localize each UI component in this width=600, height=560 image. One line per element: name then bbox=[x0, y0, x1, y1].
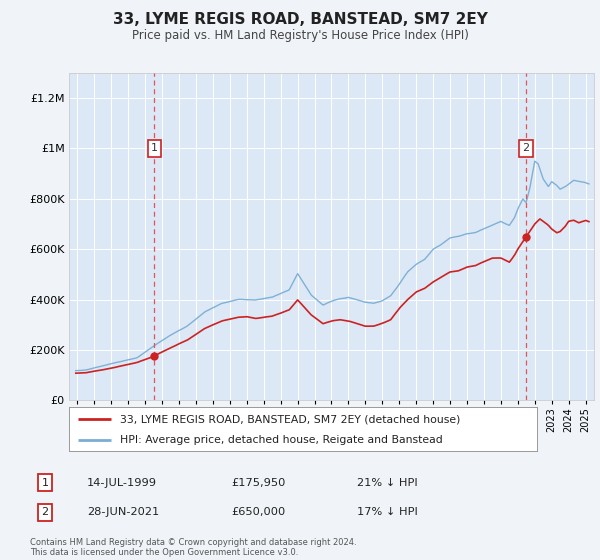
Text: Price paid vs. HM Land Registry's House Price Index (HPI): Price paid vs. HM Land Registry's House … bbox=[131, 29, 469, 42]
Text: 2: 2 bbox=[41, 507, 49, 517]
Text: 14-JUL-1999: 14-JUL-1999 bbox=[87, 478, 157, 488]
Text: 1: 1 bbox=[41, 478, 49, 488]
Text: 28-JUN-2021: 28-JUN-2021 bbox=[87, 507, 159, 517]
Text: £650,000: £650,000 bbox=[231, 507, 285, 517]
Text: 17% ↓ HPI: 17% ↓ HPI bbox=[357, 507, 418, 517]
Text: Contains HM Land Registry data © Crown copyright and database right 2024.
This d: Contains HM Land Registry data © Crown c… bbox=[30, 538, 356, 557]
Text: 2: 2 bbox=[523, 143, 530, 153]
Text: 33, LYME REGIS ROAD, BANSTEAD, SM7 2EY: 33, LYME REGIS ROAD, BANSTEAD, SM7 2EY bbox=[113, 12, 487, 27]
Text: £175,950: £175,950 bbox=[231, 478, 286, 488]
Text: HPI: Average price, detached house, Reigate and Banstead: HPI: Average price, detached house, Reig… bbox=[121, 435, 443, 445]
Text: 33, LYME REGIS ROAD, BANSTEAD, SM7 2EY (detached house): 33, LYME REGIS ROAD, BANSTEAD, SM7 2EY (… bbox=[121, 414, 461, 424]
Text: 1: 1 bbox=[151, 143, 158, 153]
Text: 21% ↓ HPI: 21% ↓ HPI bbox=[357, 478, 418, 488]
